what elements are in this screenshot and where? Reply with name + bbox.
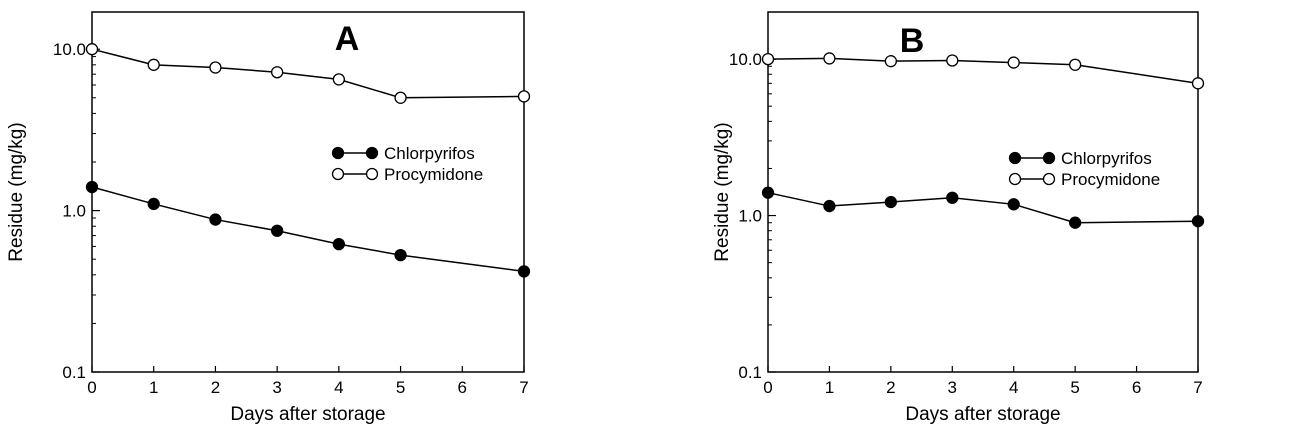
chart-a-x-tick-label: 4 <box>334 378 343 397</box>
chart-b-x-tick-label: 7 <box>1193 378 1202 397</box>
chart-a-y-tick-label: 10.0 <box>53 40 86 59</box>
chart-a-series-procymidone-point <box>147 58 160 71</box>
chart-a-legend-marker <box>365 146 379 160</box>
chart-b-series-chlorpyrifos-point <box>1191 215 1205 228</box>
chart-a-x-tick-label: 7 <box>519 378 528 397</box>
chart-a-x-tick-label: 0 <box>87 378 96 397</box>
chart-b-series-procymidone-point <box>761 52 775 66</box>
chart-a-series-chlorpyrifos-point <box>85 180 99 194</box>
chart-b-legend-marker <box>1042 172 1056 186</box>
chart-a-x-tick-label: 1 <box>149 378 158 397</box>
chart-a-y-axis-label: Residue (mg/kg) <box>6 122 27 261</box>
chart-b-series-procymidone-point <box>823 52 836 65</box>
chart-b-series-procymidone-point <box>884 55 898 68</box>
chart-a-series-procymidone-point <box>517 90 531 103</box>
chart-a-x-tick-label: 6 <box>458 378 467 397</box>
chart-a: 0 1 2 3 4 5 6 7 0.1 1.0 10.0 Days after storage Resi… <box>6 11 531 425</box>
chart-b-series-chlorpyrifos-point <box>761 186 775 199</box>
chart-b-series-chlorpyrifos-point <box>1007 198 1020 211</box>
chart-b-panel-title: B <box>900 22 925 60</box>
chart-a-y-tick-label: 0.1 <box>62 363 86 382</box>
chart-a-series-chlorpyrifos-point <box>517 265 531 278</box>
chart-a-series-chlorpyrifos-point <box>147 197 160 211</box>
chart-b-x-tick-label: 6 <box>1132 378 1141 397</box>
chart-a-x-tick-label: 2 <box>211 378 220 397</box>
chart-a-panel-title: A <box>335 20 360 58</box>
chart-b-series-procymidone-point <box>1007 56 1020 69</box>
chart-b-x-tick-label: 0 <box>763 378 772 397</box>
chart-b-x-tick-label: 3 <box>948 378 957 397</box>
chart-b-x-tick-label: 2 <box>886 378 895 397</box>
chart-a-legend-marker <box>331 146 345 160</box>
chart-b-x-axis-label: Days after storage <box>905 404 1060 425</box>
chart-a-legend-label-chlorpyrifos: Chlorpyrifos <box>384 144 475 163</box>
chart-b-x-tick-label: 1 <box>825 378 834 397</box>
chart-b: 0 1 2 3 4 5 6 7 0.1 1.0 10.0 Days after storage Resi… <box>712 11 1205 425</box>
chart-a-series-procymidone-point <box>394 91 407 104</box>
chart-b-y-axis-label: Residue (mg/kg) <box>712 122 733 261</box>
chart-a-series-procymidone-line <box>91 48 525 99</box>
chart-b-x-tick-label: 5 <box>1070 378 1079 397</box>
chart-b-series-procymidone-point <box>1191 77 1205 90</box>
chart-a-series-chlorpyrifos-point <box>394 248 407 262</box>
chart-a-series-procymidone-point <box>209 61 222 74</box>
chart-a-y-tick-label: 1.0 <box>62 202 86 221</box>
chart-b-y-tick-label: 0.1 <box>738 363 762 382</box>
chart-b-y-tick-label: 1.0 <box>738 207 762 226</box>
chart-b-series-procymidone-point <box>946 54 959 67</box>
chart-a-series-chlorpyrifos-point <box>270 224 284 237</box>
chart-b-legend-label-procymidone: Procymidone <box>1061 170 1160 189</box>
chart-b-series-chlorpyrifos-point <box>1068 216 1082 229</box>
chart-a-x-tick-label: 3 <box>272 378 281 397</box>
chart-a-series-procymidone-point <box>85 43 99 56</box>
chart-b-x-tick-label: 4 <box>1009 378 1018 397</box>
chart-a-legend-marker <box>331 167 345 181</box>
chart-b-y-tick-label: 10.0 <box>729 50 762 69</box>
chart-a-x-axis-label: Days after storage <box>230 404 385 425</box>
chart-a-legend-label-procymidone: Procymidone <box>384 165 483 184</box>
chart-b-legend-marker <box>1008 151 1022 165</box>
chart-b-series-chlorpyrifos-point <box>823 199 836 213</box>
chart-a-legend-marker <box>365 167 379 181</box>
chart-a-series-procymidone-point <box>332 73 346 86</box>
chart-a-series-chlorpyrifos-point <box>209 213 222 226</box>
chart-b-series-chlorpyrifos-point <box>946 191 959 204</box>
chart-b-series-procymidone-point <box>1068 58 1082 71</box>
chart-b-legend-marker <box>1008 172 1022 186</box>
chart-a-series-procymidone-point <box>270 66 284 79</box>
chart-b-plot-frame <box>767 11 1199 373</box>
chart-b-legend-marker <box>1042 151 1056 165</box>
chart-b-legend-label-chlorpyrifos: Chlorpyrifos <box>1061 149 1152 168</box>
chart-a-series-chlorpyrifos-point <box>332 237 346 251</box>
chart-a-x-tick-label: 5 <box>396 378 405 397</box>
chart-b-series-chlorpyrifos-point <box>884 195 898 209</box>
